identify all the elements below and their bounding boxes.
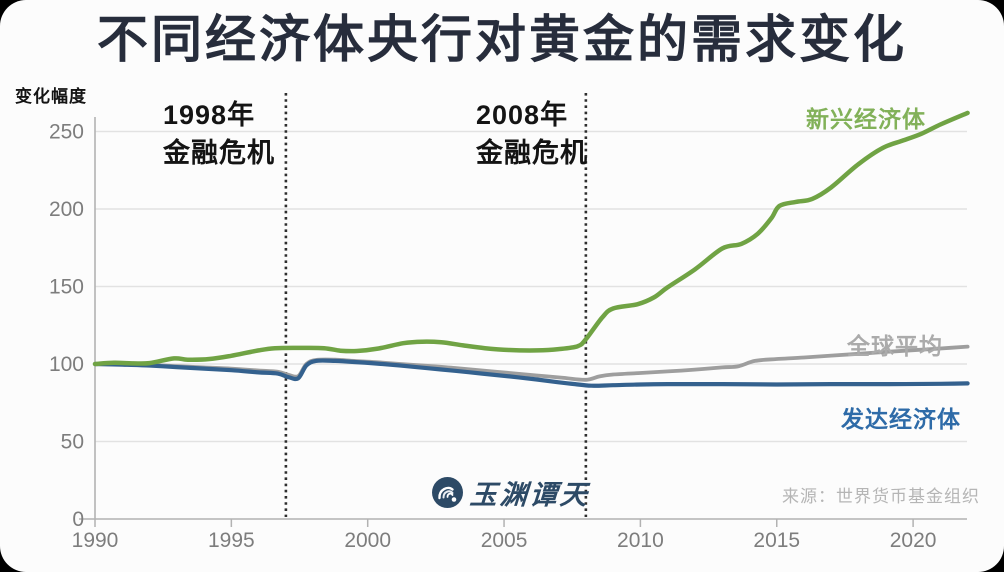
source-note: 来源：世界货币基金组织 — [782, 487, 980, 506]
y-tick-label-100: 100 — [49, 353, 84, 376]
page-title: 不同经济体央行对黄金的需求变化 — [96, 11, 907, 68]
y-tick-label-150: 150 — [49, 276, 84, 299]
y-tick-label-50: 50 — [61, 431, 84, 454]
annotation-1998-line2: 金融危机 — [163, 138, 275, 168]
y-tick-label-250: 250 — [49, 121, 84, 144]
watermark-name: 玉渊谭天 — [468, 480, 591, 511]
watermark-logo-icon — [432, 477, 463, 508]
series-label-developed-economies: 发达经济体 — [841, 406, 961, 432]
y-axis-label: 变化幅度 — [15, 87, 87, 106]
x-tick-label-2010: 2010 — [617, 529, 664, 552]
x-tick-label-2005: 2005 — [481, 529, 528, 552]
y-tick-label-200: 200 — [49, 198, 84, 221]
x-tick-label-1995: 1995 — [208, 529, 255, 552]
series-line-1 — [92, 358, 970, 388]
x-tick-label-2000: 2000 — [344, 529, 391, 552]
x-tick-label-1990: 1990 — [72, 529, 119, 552]
annotation-2008-crisis: 2008年 金融危机 — [476, 96, 588, 172]
x-tick-label-2020: 2020 — [890, 529, 937, 552]
y-tick-label-0: 0 — [72, 508, 84, 531]
annotation-1998-crisis: 1998年 金融危机 — [163, 96, 275, 172]
annotation-2008-line1: 2008年 — [476, 100, 569, 130]
x-tick-label-2015: 2015 — [753, 529, 800, 552]
series-line-2 — [92, 110, 970, 367]
series-label-global-average: 全球平均 — [847, 333, 943, 359]
annotation-1998-line1: 1998年 — [163, 100, 256, 130]
watermark: 玉渊谭天 — [431, 473, 591, 512]
series-label-emerging-economies: 新兴经济体 — [806, 106, 926, 132]
annotation-2008-line2: 金融危机 — [476, 138, 588, 168]
